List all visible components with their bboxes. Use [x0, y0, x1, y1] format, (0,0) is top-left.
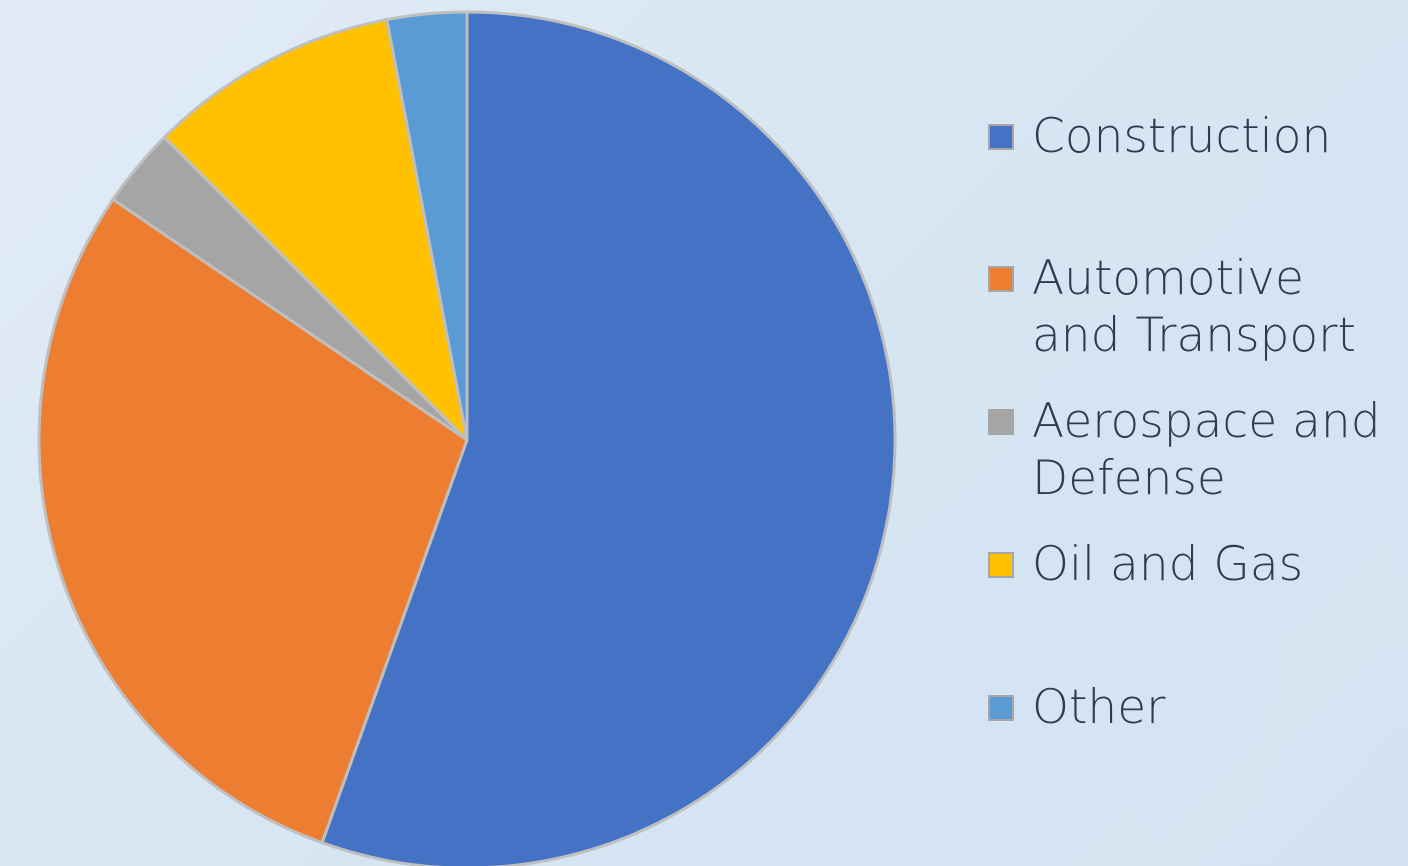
pie-slices: [37, 10, 897, 866]
legend-item-construction: Construction: [988, 108, 1402, 165]
pie-slice-oil-and-gas: [162, 18, 469, 442]
pie-slice-construction: [320, 10, 897, 866]
legend-label-oil-and-gas: Oil and Gas: [1032, 537, 1304, 592]
legend-item-aerospace-and-defense: Aerospace and Defense: [988, 393, 1402, 507]
legend-swatch-construction: [988, 124, 1014, 150]
legend-item-oil-and-gas: Oil and Gas: [988, 536, 1402, 593]
pie-slice-other: [385, 10, 469, 442]
legend-swatch-aerospace-and-defense: [988, 409, 1014, 435]
legend-swatch-oil-and-gas: [988, 552, 1014, 578]
legend-label-aerospace-and-defense: Aerospace and Defense: [1032, 394, 1381, 506]
legend-item-automotive-and-transport: Automotive and Transport: [988, 250, 1402, 364]
legend: Construction Automotive and Transport Ae…: [988, 0, 1408, 866]
pie-slice-automotive-and-transport: [37, 197, 469, 845]
legend-item-other: Other: [988, 679, 1402, 736]
legend-label-other: Other: [1032, 680, 1166, 735]
legend-swatch-other: [988, 695, 1014, 721]
legend-label-construction: Construction: [1032, 109, 1332, 164]
legend-swatch-automotive-and-transport: [988, 266, 1014, 292]
legend-label-automotive-and-transport: Automotive and Transport: [1032, 251, 1356, 363]
pie-plot-area: [37, 10, 897, 866]
